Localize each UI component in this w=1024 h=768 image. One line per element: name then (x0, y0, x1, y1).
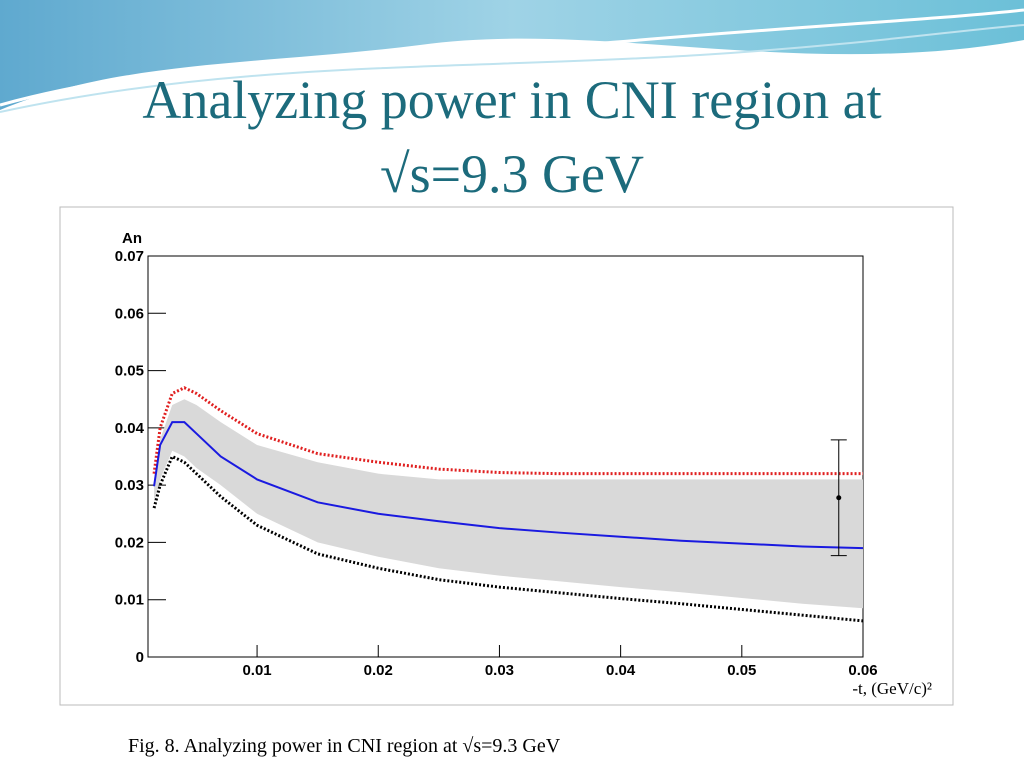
caption: Fig. 8. Analyzing power in CNI region at… (128, 735, 561, 757)
x-tick-label: 0.01 (242, 662, 271, 679)
plot: 0 0.01 0.02 0.03 0.04 0.05 0.06 0.07 0.01 0.02 0.0… (115, 230, 932, 698)
y-tick-label: 0.07 (115, 248, 144, 265)
y-tick-label: 0 (136, 649, 144, 666)
y-tick-label: 0.06 (115, 305, 144, 322)
x-tick-label: 0.02 (364, 662, 393, 679)
x-tick-label: 0.05 (727, 662, 756, 679)
x-axis-label: -t, (GeV/c)² (852, 679, 932, 698)
y-tick-label: 0.05 (115, 363, 144, 380)
y-tick-label: 0.02 (115, 534, 144, 551)
curve (153, 421, 864, 550)
header-wave (0, 0, 1024, 110)
slide-title: Analyzing power in CNI region at √s=9.3 G… (142, 70, 881, 204)
curve (152, 454, 864, 623)
plot-area (147, 255, 864, 658)
wave-line (0, 24, 1024, 113)
band (154, 399, 863, 609)
x-tick-label: 0.03 (485, 662, 514, 679)
y-tick-label: 0.04 (115, 420, 145, 437)
x-tick-label: 0.06 (848, 662, 877, 679)
y-tick-label: 0.03 (115, 477, 144, 494)
y-axis-label: An (122, 230, 142, 247)
y-tick-label: 0.01 (115, 592, 144, 609)
wave-line (0, 8, 1024, 107)
data-point (836, 495, 842, 501)
x-tick-label: 0.04 (606, 662, 636, 679)
